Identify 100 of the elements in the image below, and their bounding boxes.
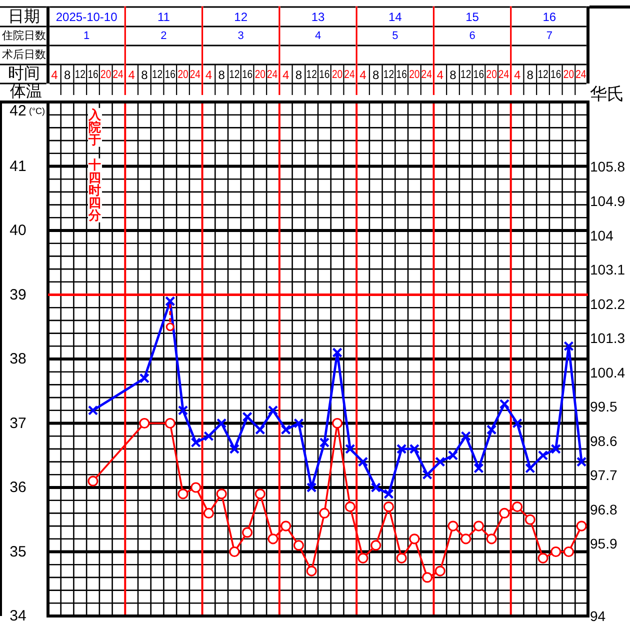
point [473, 520, 484, 532]
x-tick-label: 16 [88, 69, 100, 81]
y2-tick-label: 102.2 [590, 296, 626, 312]
point [344, 501, 356, 512]
text: 5 [392, 30, 398, 42]
point [280, 520, 292, 532]
x-tick-label: 24 [421, 69, 434, 81]
x-tick-label: 4 [514, 68, 521, 82]
y-tick-label: 40 [10, 222, 26, 239]
x-tick-label: 20 [178, 69, 190, 81]
x-tick-label: 4 [436, 68, 444, 82]
x-tick-label: 24 [576, 69, 588, 81]
point [332, 418, 343, 429]
text: 2025-10-10 [56, 10, 118, 24]
x-tick-label: 16 [164, 69, 178, 81]
annotation: 入院于 [88, 106, 102, 147]
y2-tick-label: 105.8 [590, 158, 626, 175]
y2-tick-label: 104 [590, 227, 614, 244]
y2-tick-label: 97.7 [590, 467, 618, 484]
y2-tick-label: 98.6 [590, 432, 618, 449]
y2-tick-label: 101.3 [590, 330, 626, 346]
point [293, 540, 304, 551]
y2-tick-label: 100.4 [590, 364, 626, 380]
x-tick-label: 20 [409, 69, 422, 81]
y2-tick-label: 99.5 [590, 398, 618, 415]
text: 13 [311, 10, 325, 24]
x-tick-label: 20 [100, 69, 114, 81]
point [164, 418, 176, 429]
point [358, 552, 368, 564]
x-tick-label: 20 [486, 69, 500, 81]
x-tick-label: 24 [344, 69, 357, 81]
x-tick-label: 12 [460, 69, 474, 81]
x-tick-label: 16 [473, 69, 486, 81]
point [448, 520, 458, 532]
y2-axis-title: 华氏 [590, 84, 624, 104]
text: 6 [469, 30, 476, 42]
y-tick-label: 39 [10, 286, 26, 304]
text: 3 [238, 30, 244, 42]
y2-tick-label: 94 [590, 608, 606, 624]
y2-tick-label: 95.9 [590, 536, 618, 552]
x-tick-label: 12 [229, 69, 242, 81]
point [396, 552, 407, 564]
point [190, 482, 202, 493]
x-tick-label: 8 [450, 68, 457, 82]
x-tick-label: 16 [550, 69, 564, 81]
y-tick-label: 35 [10, 543, 26, 560]
point [370, 540, 382, 551]
point [178, 488, 188, 500]
point [383, 501, 394, 512]
x-tick-label: 16 [396, 69, 410, 81]
point [460, 534, 472, 544]
x-tick-label: 4 [282, 68, 290, 82]
y-tick-label: 38 [10, 350, 26, 368]
x-tick-label: 16 [319, 69, 332, 81]
y-tick-label: 42 [10, 102, 26, 120]
x-tick-label: 8 [218, 68, 226, 82]
x-tick-label: 4 [128, 68, 136, 82]
x-tick-label: 12 [383, 69, 396, 81]
y2-tick-label: 103.1 [590, 262, 626, 278]
point [268, 534, 278, 544]
text: 11 [157, 10, 170, 24]
text: 4 [314, 30, 322, 42]
point [524, 514, 536, 525]
point [139, 418, 150, 429]
x-tick-label: 8 [64, 68, 71, 82]
text: (°C) [28, 106, 46, 116]
text: 术后日数 [2, 48, 46, 61]
text: 7 [546, 30, 552, 42]
x-tick-label: 24 [112, 69, 126, 81]
point [216, 488, 227, 500]
y2-tick-label: 96.8 [590, 501, 618, 518]
x-axis-title: 时间 [8, 64, 40, 82]
x-tick-label: 12 [538, 69, 550, 81]
x-tick-label: 8 [295, 68, 302, 82]
point [538, 552, 548, 564]
y-axis-title: 体温 [10, 83, 42, 100]
point [563, 546, 574, 558]
x-tick-label: 8 [526, 68, 534, 82]
point [242, 527, 253, 538]
text: 15 [466, 10, 480, 24]
point [486, 534, 497, 544]
x-tick-label: 12 [306, 69, 320, 81]
y-tick-label: 37 [10, 414, 26, 432]
x-tick-label: 8 [372, 68, 380, 82]
text: 14 [388, 10, 402, 24]
x-tick-label: 16 [242, 69, 255, 81]
x-tick-label: 24 [498, 69, 512, 81]
point [422, 572, 433, 583]
x-tick-label: 4 [51, 68, 58, 82]
x-tick-label: 20 [332, 69, 345, 81]
x-tick-label: 24 [267, 69, 280, 81]
annotation: 十四时四分 [88, 158, 102, 223]
point [166, 322, 174, 332]
point [550, 546, 562, 558]
point [434, 566, 446, 576]
point [409, 534, 420, 544]
point [306, 566, 317, 576]
point [512, 501, 523, 512]
x-tick-label: 20 [563, 69, 576, 81]
y2-tick-label: 104.9 [590, 192, 626, 209]
